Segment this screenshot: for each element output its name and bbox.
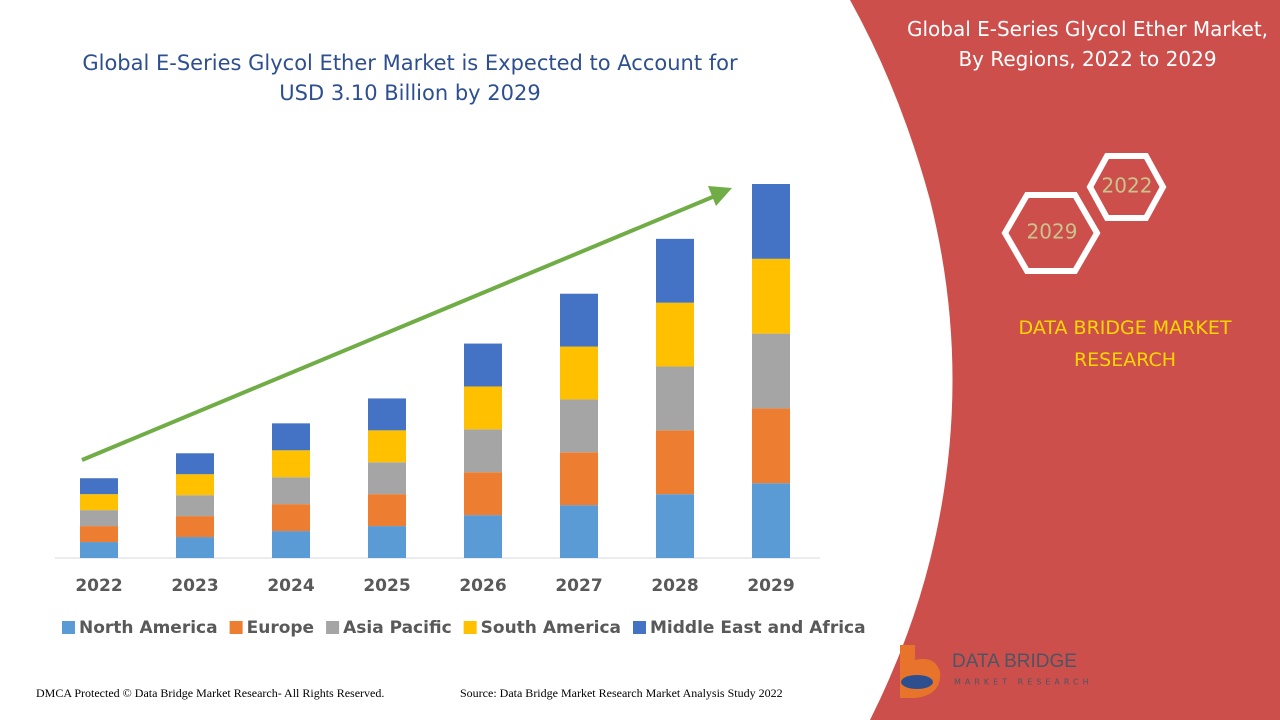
bar-segment [752,258,790,334]
side-panel [850,0,1280,720]
logo-tagline: MARKET RESEARCH [954,678,1093,687]
x-tick-label: 2024 [267,576,314,596]
legend-label: Europe [247,618,314,638]
hexagon [1086,153,1167,221]
legend-swatch [229,621,243,634]
footer-right: Source: Data Bridge Market Research Mark… [460,686,783,700]
bar-segment [656,430,694,495]
trend-arrow-head [708,186,732,206]
bar-segment [464,429,502,473]
legend-label: Asia Pacific [343,618,452,638]
logo-icon [901,675,933,689]
bar-segment [752,408,790,484]
x-tick-label: 2027 [555,576,602,596]
x-tick-label: 2025 [363,576,410,596]
bar-segment [464,515,502,558]
bar-segment [752,184,790,259]
bar-segment [176,453,214,475]
bar-segment [80,494,118,511]
legend-swatch [463,621,477,634]
bar-segment [464,472,502,516]
bar-segment [656,494,694,558]
bar-segment [560,399,598,453]
bar-segment [80,542,118,558]
bar-segment [272,504,310,532]
x-tick-label: 2023 [171,576,218,596]
footer-left: DMCA Protected © Data Bridge Market Rese… [36,686,385,700]
bar-segment [368,526,406,558]
legend-label: North America [79,618,218,638]
bar-segment [464,386,502,430]
bar-segment [272,531,310,558]
bar-segment [656,238,694,303]
bar-segment [272,423,310,451]
brand: DATA BRIDGE MARKET RESEARCH [1018,317,1232,371]
x-tick-label: 2029 [747,576,794,596]
x-tick-label: 2026 [459,576,506,596]
legend-swatch [326,621,340,634]
legend-swatch [62,621,75,634]
hex-label: 2022 [1102,174,1153,198]
bar-segment [752,333,790,409]
x-tick-label: 2022 [75,576,122,596]
bar-segment [560,505,598,558]
bar-segment [368,398,406,431]
trend-arrow [81,194,716,462]
bar-segment [656,302,694,367]
chart-title: Global E-Series Glycol Ether Market is E… [82,51,738,105]
legend-label: Middle East and Africa [650,618,866,638]
hex-label: 2029 [1027,220,1078,244]
bar-segment [176,516,214,538]
bar-segment [80,526,118,543]
bar-segment [560,452,598,506]
panel-title: Global E-Series Glycol Ether Market, By … [906,17,1269,71]
bar-segment [368,462,406,495]
bar-segment [272,477,310,505]
bar-segment [272,450,310,478]
bar-segment [80,510,118,527]
bar-segment [560,293,598,347]
bar-segment [368,494,406,527]
plot: 2022 2023 2024 2025 2026 2027 2028 2029 North Am… [62,184,866,638]
bar-segment [176,474,214,496]
legend-swatch [633,621,646,634]
bar-segment [656,366,694,431]
x-tick-label: 2028 [651,576,698,596]
bar-segment [560,346,598,400]
bar-segment [752,483,790,558]
hexagon [1001,192,1101,274]
bar-segment [464,343,502,387]
bar-segment [176,495,214,517]
bar-segment [80,478,118,495]
bar-segment [368,430,406,463]
bar-segment [176,537,214,558]
logo-name: DATA BRIDGE [952,651,1077,672]
legend-label: South America [481,618,621,638]
